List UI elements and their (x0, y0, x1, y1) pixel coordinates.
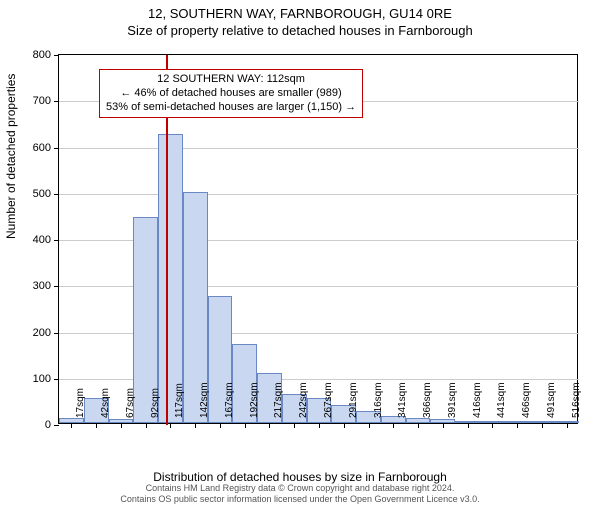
ytick-mark (54, 240, 59, 241)
xtick-mark (294, 423, 295, 428)
xtick-mark (369, 423, 370, 428)
xtick-label: 167sqm (224, 382, 235, 418)
ytick-mark (54, 286, 59, 287)
ytick-label: 300 (11, 280, 51, 292)
xtick-mark (393, 423, 394, 428)
ytick-mark (54, 194, 59, 195)
xtick-mark (567, 423, 568, 428)
xtick-label: 192sqm (249, 382, 260, 418)
chart-subtitle: Size of property relative to detached ho… (0, 23, 600, 38)
annotation-line-1: 12 SOUTHERN WAY: 112sqm (106, 73, 356, 87)
gridline (59, 194, 579, 195)
xtick-label: 466sqm (521, 382, 532, 418)
xtick-mark (71, 423, 72, 428)
xtick-mark (195, 423, 196, 428)
xtick-mark (245, 423, 246, 428)
xtick-mark (492, 423, 493, 428)
xtick-label: 142sqm (199, 382, 210, 418)
gridline (59, 148, 579, 149)
xtick-label: 42sqm (100, 388, 111, 418)
annotation-line-2: ← 46% of detached houses are smaller (98… (106, 87, 356, 101)
xtick-label: 17sqm (75, 388, 86, 418)
page-title: 12, SOUTHERN WAY, FARNBOROUGH, GU14 0RE (0, 6, 600, 21)
ytick-label: 500 (11, 188, 51, 200)
xtick-label: 391sqm (447, 382, 458, 418)
chart-area: 010020030040050060070080017sqm42sqm67sqm… (58, 54, 578, 424)
xtick-label: 291sqm (348, 382, 359, 418)
xtick-label: 341sqm (397, 382, 408, 418)
ytick-label: 600 (11, 142, 51, 154)
attribution-footer: Contains HM Land Registry data © Crown c… (0, 483, 600, 504)
ytick-mark (54, 333, 59, 334)
x-axis-label: Distribution of detached houses by size … (0, 470, 600, 484)
xtick-label: 441sqm (496, 382, 507, 418)
xtick-mark (468, 423, 469, 428)
xtick-mark (170, 423, 171, 428)
histogram-bar (158, 134, 183, 423)
ytick-mark (54, 379, 59, 380)
xtick-mark (443, 423, 444, 428)
xtick-mark (220, 423, 221, 428)
xtick-label: 242sqm (298, 382, 309, 418)
xtick-mark (146, 423, 147, 428)
annotation-box: 12 SOUTHERN WAY: 112sqm← 46% of detached… (99, 69, 363, 118)
xtick-mark (319, 423, 320, 428)
xtick-label: 516sqm (571, 382, 582, 418)
annotation-line-3: 53% of semi-detached houses are larger (… (106, 101, 356, 115)
xtick-mark (121, 423, 122, 428)
xtick-mark (517, 423, 518, 428)
plot-box: 010020030040050060070080017sqm42sqm67sqm… (58, 54, 578, 424)
xtick-mark (542, 423, 543, 428)
xtick-label: 316sqm (373, 382, 384, 418)
ytick-label: 200 (11, 327, 51, 339)
xtick-mark (269, 423, 270, 428)
xtick-label: 366sqm (422, 382, 433, 418)
ytick-label: 700 (11, 95, 51, 107)
ytick-label: 800 (11, 49, 51, 61)
xtick-mark (96, 423, 97, 428)
ytick-mark (54, 55, 59, 56)
ytick-mark (54, 425, 59, 426)
footer-line-1: Contains HM Land Registry data © Crown c… (0, 483, 600, 493)
xtick-label: 416sqm (472, 382, 483, 418)
ytick-mark (54, 148, 59, 149)
xtick-label: 217sqm (273, 382, 284, 418)
xtick-label: 267sqm (323, 382, 334, 418)
ytick-label: 0 (11, 419, 51, 431)
xtick-mark (418, 423, 419, 428)
xtick-mark (344, 423, 345, 428)
ytick-label: 400 (11, 234, 51, 246)
ytick-label: 100 (11, 373, 51, 385)
xtick-label: 491sqm (546, 382, 557, 418)
xtick-label: 92sqm (150, 388, 161, 418)
xtick-label: 117sqm (174, 383, 185, 418)
footer-line-2: Contains OS public sector information li… (0, 494, 600, 504)
ytick-mark (54, 101, 59, 102)
xtick-label: 67sqm (125, 388, 136, 418)
